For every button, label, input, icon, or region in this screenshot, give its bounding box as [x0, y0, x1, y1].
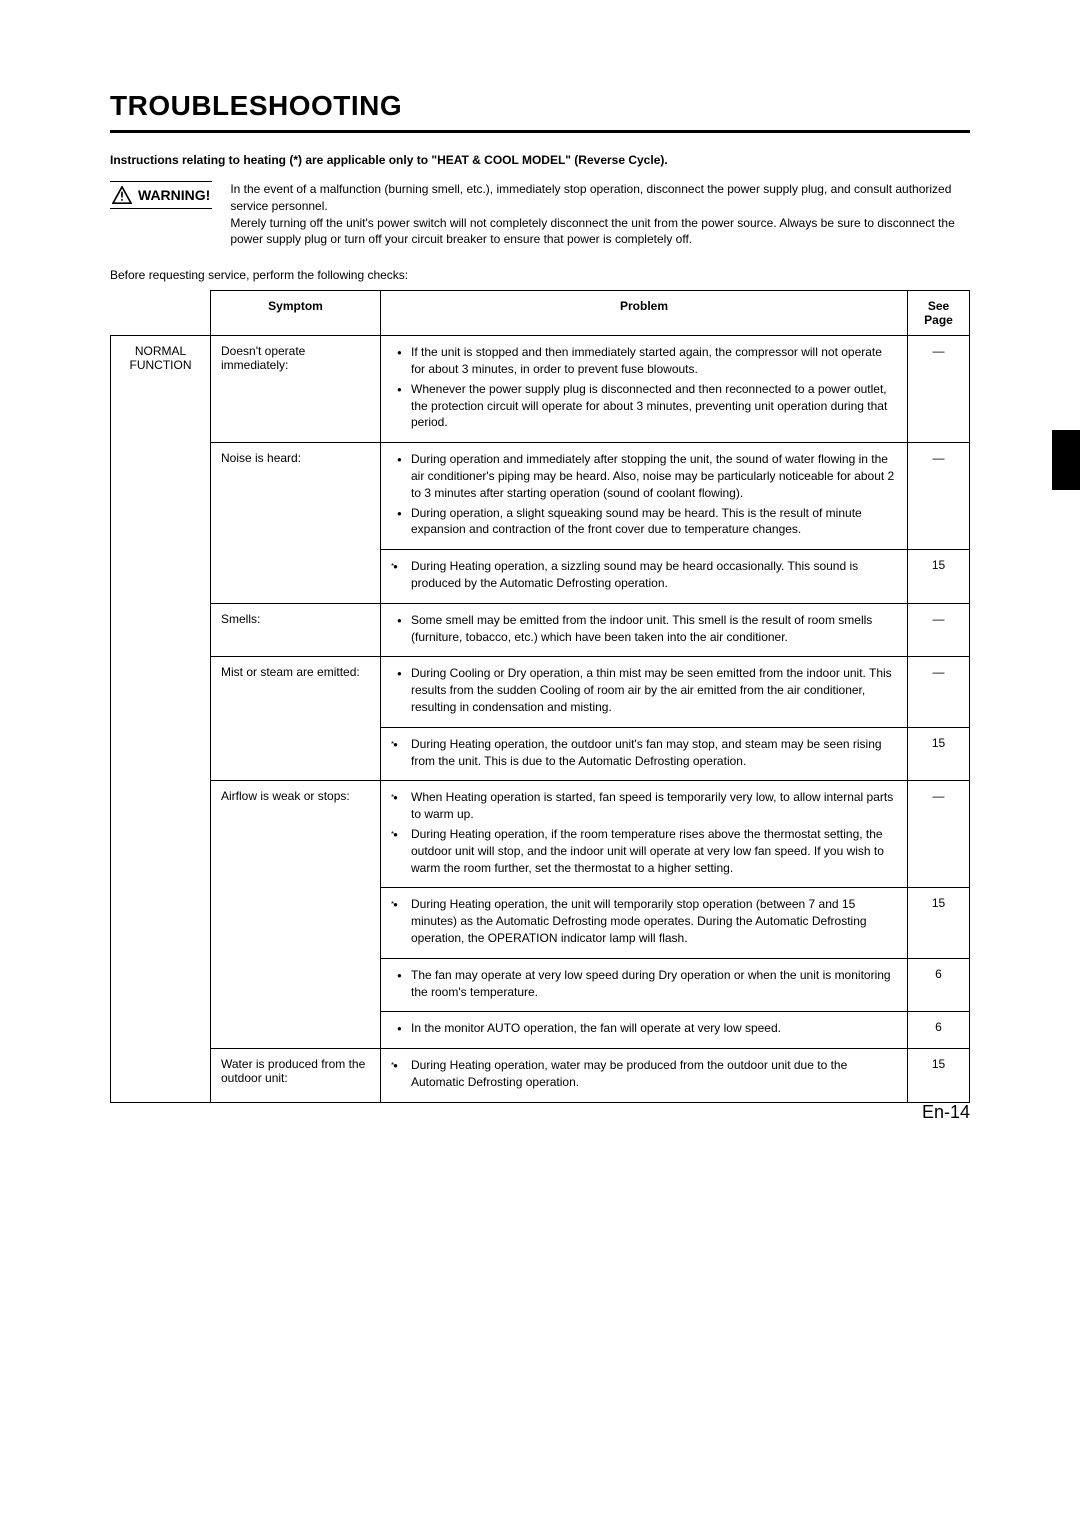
- warning-text: In the event of a malfunction (burning s…: [230, 181, 970, 248]
- symptom-cell: Doesn't operate immediately:: [211, 336, 381, 443]
- page-cell: —: [908, 336, 970, 443]
- instructions-note: Instructions relating to heating (*) are…: [110, 153, 970, 167]
- table-row: Mist or steam are emitted:During Cooling…: [111, 657, 970, 727]
- page-cell: —: [908, 603, 970, 657]
- page-cell: 6: [908, 958, 970, 1012]
- page-cell: —: [908, 657, 970, 727]
- side-tab: [1052, 430, 1080, 490]
- page-cell: —: [908, 443, 970, 550]
- problem-item: During Heating operation, water may be p…: [391, 1057, 897, 1091]
- problem-item: During operation, a slight squeaking sou…: [391, 505, 897, 539]
- problem-item: Whenever the power supply plug is discon…: [391, 381, 897, 431]
- page-cell: 15: [908, 888, 970, 958]
- table-row: Water is produced from the outdoor unit:…: [111, 1049, 970, 1103]
- page-number: En-14: [922, 1102, 970, 1123]
- problem-cell: In the monitor AUTO operation, the fan w…: [381, 1012, 908, 1049]
- problem-cell: The fan may operate at very low speed du…: [381, 958, 908, 1012]
- problem-item: During Heating operation, if the room te…: [391, 826, 897, 876]
- troubleshooting-table: Symptom Problem See Page NORMALFUNCTIOND…: [110, 290, 970, 1103]
- header-problem: Problem: [381, 291, 908, 336]
- problem-item: If the unit is stopped and then immediat…: [391, 344, 897, 378]
- table-row: Noise is heard:During operation and imme…: [111, 443, 970, 550]
- table-row: NORMALFUNCTIONDoesn't operate immediatel…: [111, 336, 970, 443]
- problem-item: During Cooling or Dry operation, a thin …: [391, 665, 897, 715]
- warning-icon: [112, 186, 132, 204]
- page-title: TROUBLESHOOTING: [110, 90, 970, 122]
- before-text: Before requesting service, perform the f…: [110, 268, 970, 282]
- problem-item: In the monitor AUTO operation, the fan w…: [391, 1020, 897, 1037]
- problem-item: During Heating operation, the outdoor un…: [391, 736, 897, 770]
- symptom-cell: Airflow is weak or stops:: [211, 781, 381, 1049]
- page-cell: 6: [908, 1012, 970, 1049]
- warning-text-1: In the event of a malfunction (burning s…: [230, 182, 951, 213]
- page-cell: 15: [908, 727, 970, 781]
- title-underline: [110, 130, 970, 133]
- problem-cell: During Heating operation, the unit will …: [381, 888, 908, 958]
- problem-cell: During Cooling or Dry operation, a thin …: [381, 657, 908, 727]
- table-row: Airflow is weak or stops:When Heating op…: [111, 781, 970, 888]
- problem-item: When Heating operation is started, fan s…: [391, 789, 897, 823]
- symptom-cell: Water is produced from the outdoor unit:: [211, 1049, 381, 1103]
- warning-text-2: Merely turning off the unit's power swit…: [230, 216, 954, 247]
- warning-box: WARNING!: [110, 181, 212, 209]
- page-cell: —: [908, 781, 970, 888]
- problem-item: During operation and immediately after s…: [391, 451, 897, 501]
- symptom-cell: Noise is heard:: [211, 443, 381, 604]
- problem-item: During Heating operation, the unit will …: [391, 896, 897, 946]
- problem-cell: During Heating operation, water may be p…: [381, 1049, 908, 1103]
- problem-item: The fan may operate at very low speed du…: [391, 967, 897, 1001]
- symptom-cell: Smells:: [211, 603, 381, 657]
- table-header-row: Symptom Problem See Page: [111, 291, 970, 336]
- problem-cell: Some smell may be emitted from the indoo…: [381, 603, 908, 657]
- page-cell: 15: [908, 1049, 970, 1103]
- problem-cell: When Heating operation is started, fan s…: [381, 781, 908, 888]
- symptom-cell: Mist or steam are emitted:: [211, 657, 381, 781]
- problem-cell: If the unit is stopped and then immediat…: [381, 336, 908, 443]
- problem-item: Some smell may be emitted from the indoo…: [391, 612, 897, 646]
- page-cell: 15: [908, 550, 970, 604]
- problem-cell: During operation and immediately after s…: [381, 443, 908, 550]
- table-row: Smells: Some smell may be emitted from th…: [111, 603, 970, 657]
- problem-cell: During Heating operation, the outdoor un…: [381, 727, 908, 781]
- header-symptom: Symptom: [211, 291, 381, 336]
- problem-cell: During Heating operation, a sizzling sou…: [381, 550, 908, 604]
- header-see-page: See Page: [908, 291, 970, 336]
- category-cell: NORMALFUNCTION: [111, 336, 211, 1103]
- warning-label: WARNING!: [138, 187, 210, 203]
- problem-item: During Heating operation, a sizzling sou…: [391, 558, 897, 592]
- warning-row: WARNING! In the event of a malfunction (…: [110, 181, 970, 248]
